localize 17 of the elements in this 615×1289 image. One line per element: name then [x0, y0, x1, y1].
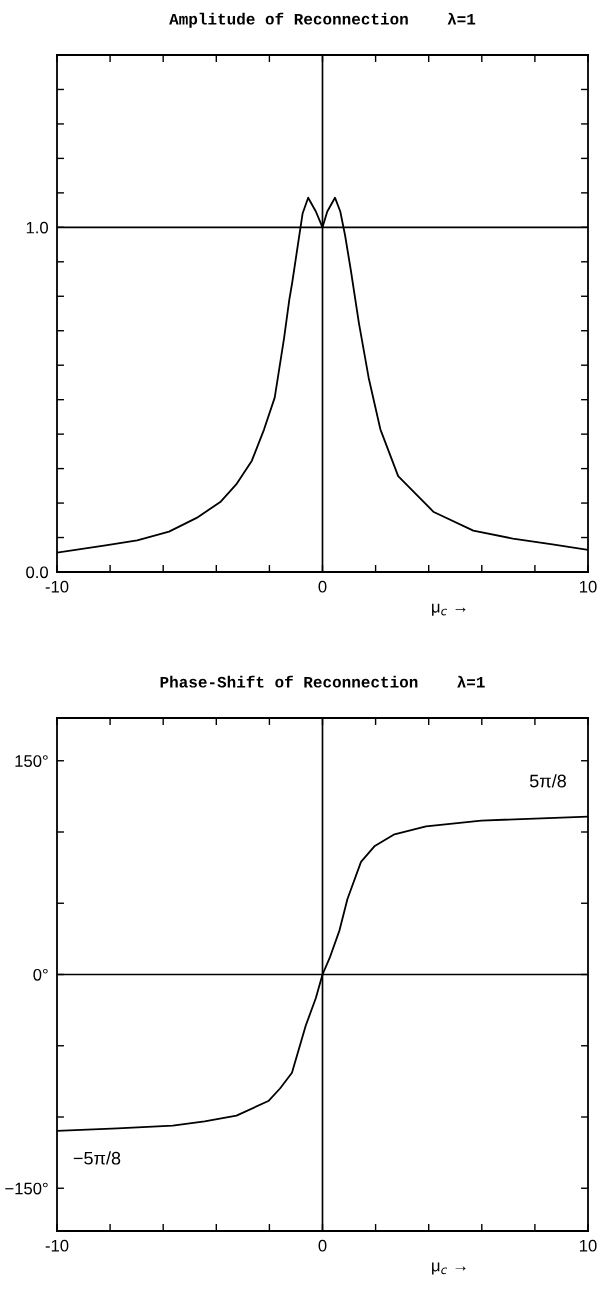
annotation: 5π/8 — [529, 774, 566, 788]
y-tick-label: 1.0 — [26, 221, 49, 234]
x-axis-title: μ$_{c}$ → — [432, 1262, 466, 1275]
y-tick-label: 0.0 — [26, 566, 49, 579]
chart-title: Amplitude of Reconnection λ=1 — [169, 12, 476, 28]
x-tick-label: 10 — [580, 1239, 597, 1252]
x-tick-label: -10 — [45, 580, 69, 593]
x-tick-label: -10 — [45, 1239, 69, 1252]
y-tick-label: 150° — [15, 755, 48, 767]
x-tick-label: 0 — [318, 580, 327, 593]
y-tick-label: −150° — [5, 1182, 48, 1195]
x-tick-label: 0 — [318, 1239, 327, 1252]
chart-title: Phase-Shift of Reconnection λ=1 — [160, 675, 485, 688]
x-tick-label: 10 — [580, 580, 597, 593]
x-axis-title: μ$_{c}$ → — [432, 603, 466, 616]
y-tick-label: 0° — [33, 968, 48, 981]
annotation: −5π/8 — [73, 1151, 121, 1165]
